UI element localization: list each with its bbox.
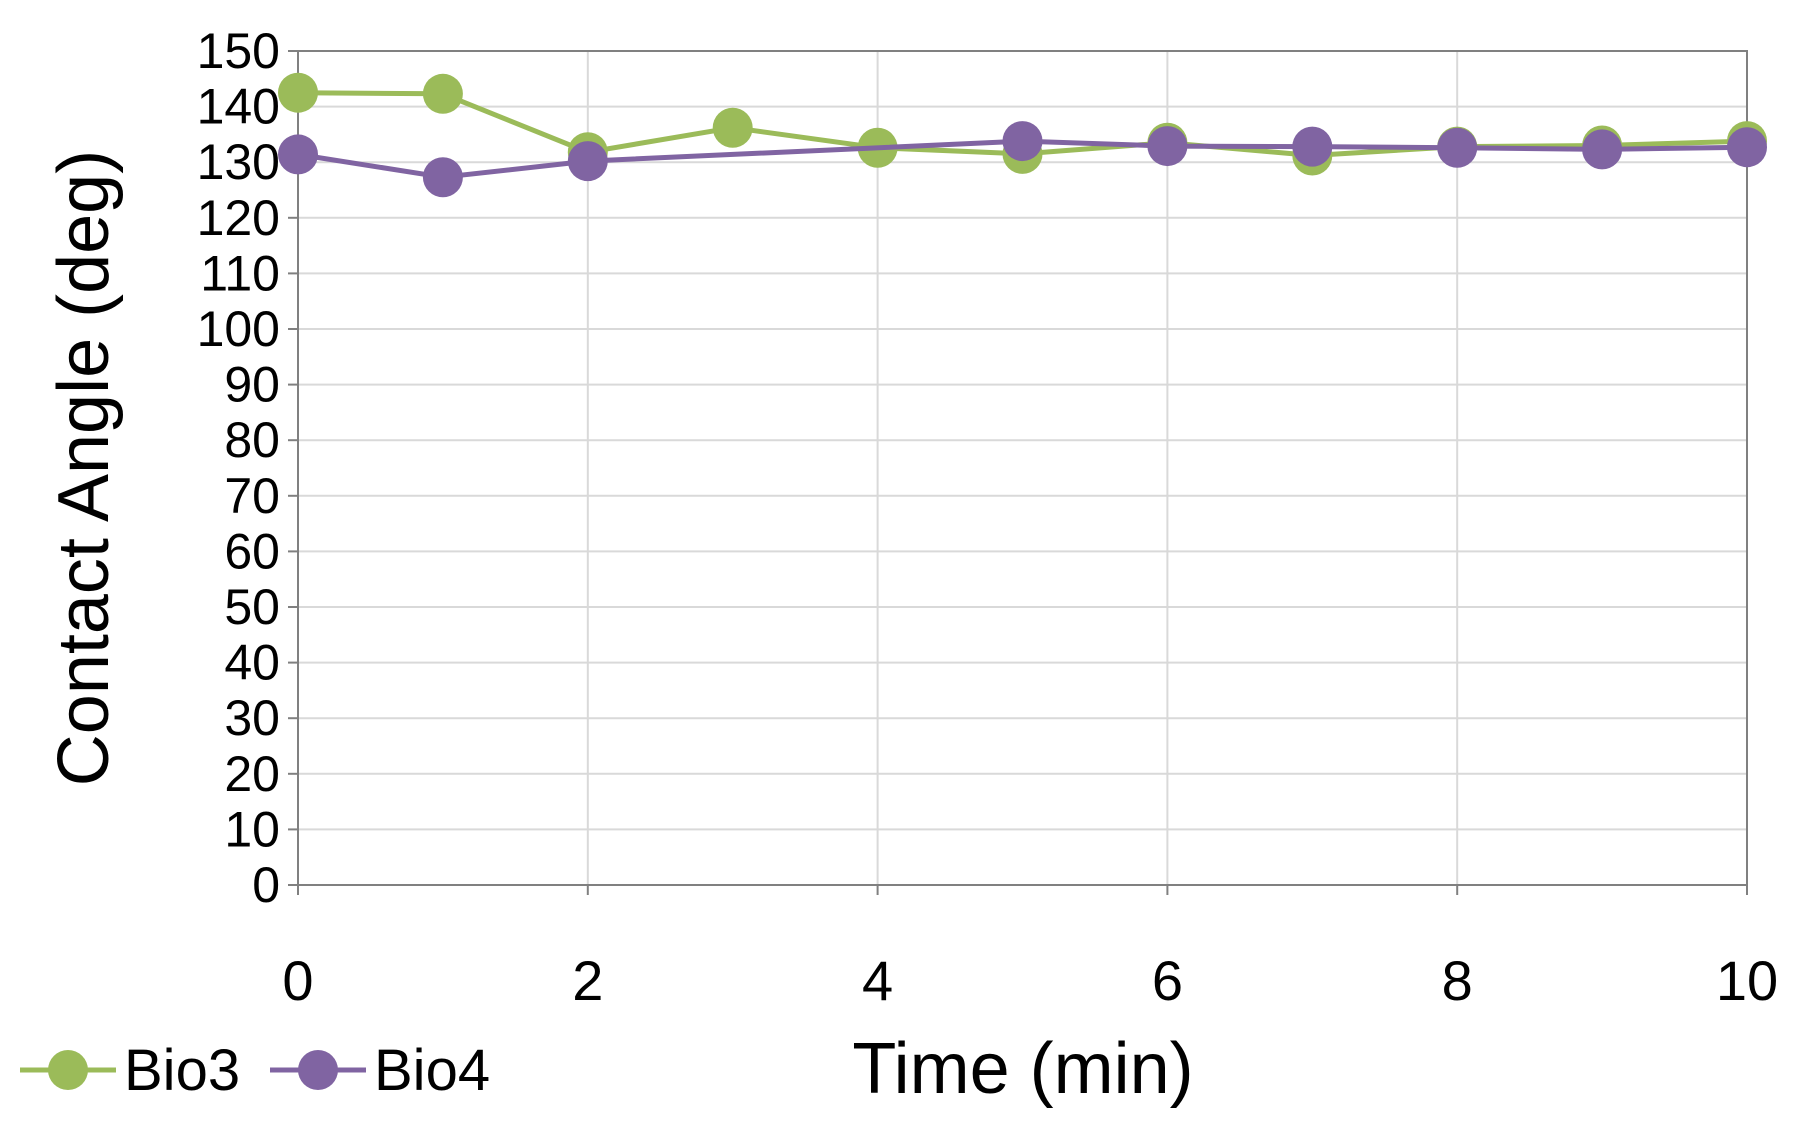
data-point (1582, 129, 1623, 170)
legend-marker (48, 1050, 88, 1090)
data-point (1727, 127, 1767, 168)
y-tick-label: 40 (224, 635, 280, 691)
y-tick-label: 30 (224, 690, 280, 746)
x-axis-ticks: 0 2 4 6 8 10 (282, 885, 1778, 1012)
data-point (278, 72, 318, 113)
y-tick-label: 110 (200, 245, 280, 301)
gridlines (298, 51, 1747, 885)
series-bio4 (278, 121, 1767, 198)
series-group (278, 72, 1767, 198)
x-tick-label: 8 (1442, 949, 1473, 1012)
y-tick-label: 80 (224, 412, 280, 468)
x-tick-label: 2 (572, 949, 603, 1012)
data-point (1002, 121, 1043, 162)
legend-item-bio4: Bio4 (270, 1038, 490, 1103)
data-point (1292, 126, 1333, 167)
legend-label: Bio4 (374, 1038, 490, 1103)
legend-marker (298, 1050, 338, 1090)
y-tick-label: 120 (197, 190, 280, 246)
data-point (422, 73, 463, 114)
x-tick-label: 0 (282, 949, 313, 1012)
y-tick-label: 60 (224, 523, 280, 579)
y-tick-label: 50 (224, 579, 280, 635)
legend: Bio3 Bio4 (20, 1038, 490, 1103)
y-tick-label: 70 (224, 468, 280, 524)
data-point (278, 134, 318, 175)
plot-area-border (297, 50, 1748, 886)
y-tick-label: 150 (197, 23, 280, 79)
y-tick-label: 140 (197, 79, 280, 135)
data-point (712, 107, 753, 148)
data-point (1437, 127, 1478, 168)
y-tick-label: 10 (224, 801, 280, 857)
x-tick-label: 6 (1152, 949, 1183, 1012)
data-point (1147, 126, 1188, 167)
y-tick-label: 90 (224, 357, 280, 413)
data-point (567, 141, 608, 182)
x-tick-label: 4 (862, 949, 893, 1012)
y-tick-label: 100 (197, 301, 280, 357)
x-axis-title: Time (min) (852, 1029, 1193, 1109)
legend-item-bio3: Bio3 (20, 1038, 240, 1103)
legend-label: Bio3 (124, 1038, 240, 1103)
y-axis-title: Contact Angle (deg) (44, 150, 124, 786)
data-point (422, 157, 463, 198)
y-tick-label: 0 (252, 857, 280, 913)
y-tick-label: 20 (224, 746, 280, 802)
x-tick-label: 10 (1716, 949, 1778, 1012)
y-tick-label: 130 (197, 134, 280, 190)
